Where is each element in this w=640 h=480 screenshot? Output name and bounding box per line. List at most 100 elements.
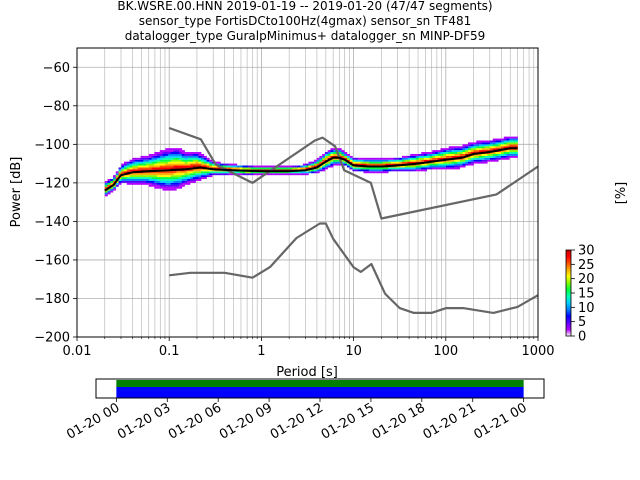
- density-cell: [190, 179, 194, 181]
- colorbar-ramp: [565, 249, 572, 337]
- density-cell: [512, 142, 516, 145]
- density-cell: [192, 173, 196, 176]
- density-cell: [151, 171, 155, 174]
- density-cell: [173, 159, 177, 162]
- density-cell: [333, 148, 337, 151]
- density-cell: [418, 167, 422, 170]
- density-cell: [327, 165, 331, 168]
- density-cell: [217, 167, 221, 170]
- density-cell: [173, 157, 177, 160]
- density-cell: [247, 173, 251, 176]
- density-cell: [399, 167, 403, 170]
- density-cell: [126, 167, 130, 170]
- density-cell: [357, 161, 361, 164]
- density-cell: [426, 165, 430, 168]
- density-cell: [283, 173, 287, 176]
- density-cell: [454, 146, 458, 149]
- density-cell: [495, 157, 499, 160]
- density-cell: [135, 175, 139, 178]
- density-cell: [154, 163, 158, 166]
- density-cell: [423, 167, 428, 170]
- density-cell: [346, 159, 350, 162]
- density-cell: [443, 163, 447, 166]
- density-cell: [203, 175, 207, 178]
- density-cell: [214, 167, 218, 170]
- density-cell: [479, 157, 483, 160]
- density-cell: [338, 153, 342, 156]
- density-cell: [159, 175, 163, 178]
- density-cell: [206, 169, 210, 172]
- density-cell: [319, 165, 323, 168]
- density-cell: [388, 157, 392, 160]
- density-cell: [379, 163, 384, 166]
- density-cell: [264, 167, 268, 170]
- density-cell: [473, 161, 477, 164]
- density-cell: [506, 155, 510, 158]
- density-cell: [198, 159, 202, 162]
- density-cell: [159, 163, 163, 166]
- density-cell: [470, 152, 474, 154]
- density-cell: [407, 155, 411, 158]
- density-cell: [198, 169, 202, 172]
- density-cell: [501, 146, 505, 149]
- density-cell: [206, 163, 210, 166]
- density-cell: [137, 175, 141, 178]
- density-cell: [426, 155, 430, 158]
- density-cell: [501, 152, 505, 154]
- density-cell: [107, 182, 111, 185]
- density-cell: [487, 140, 491, 143]
- density-cell: [410, 159, 414, 162]
- density-cell: [470, 155, 474, 158]
- density-cell: [388, 169, 392, 172]
- density-cell: [390, 167, 395, 170]
- density-cell: [407, 159, 411, 162]
- density-cell: [173, 167, 177, 170]
- density-cell: [228, 173, 232, 176]
- density-cell: [179, 153, 183, 156]
- density-cell: [503, 146, 507, 149]
- density-cell: [410, 153, 414, 156]
- density-cell: [104, 192, 108, 195]
- density-cell: [143, 155, 147, 158]
- density-cell: [324, 152, 328, 154]
- density-cell: [195, 163, 199, 166]
- density-cell: [445, 165, 450, 168]
- density-cell: [514, 150, 518, 153]
- colorbar-tick-label: 5: [578, 315, 586, 330]
- density-cell: [146, 182, 150, 185]
- density-cell: [190, 159, 194, 162]
- density-cell: [181, 155, 185, 158]
- density-cell: [184, 180, 188, 183]
- density-cell: [349, 155, 353, 158]
- density-cell: [445, 161, 450, 164]
- density-cell: [454, 167, 458, 170]
- density-cell: [445, 148, 450, 151]
- density-cell: [495, 152, 499, 154]
- density-cell: [115, 182, 119, 185]
- density-cell: [187, 179, 191, 181]
- density-cell: [132, 173, 136, 176]
- density-cell: [421, 167, 425, 170]
- density-cell: [443, 153, 447, 156]
- density-cell: [371, 167, 375, 170]
- density-cell: [432, 163, 436, 166]
- density-cell: [457, 163, 461, 166]
- density-cell: [184, 175, 188, 178]
- density-cell: [487, 159, 491, 162]
- density-cell: [327, 161, 331, 164]
- density-cell: [140, 173, 144, 176]
- density-cell: [203, 163, 207, 166]
- density-cell: [104, 180, 108, 183]
- density-cell: [421, 157, 425, 160]
- density-cell: [506, 150, 510, 153]
- density-cell: [401, 157, 406, 160]
- density-cell: [121, 165, 125, 168]
- density-cell: [462, 157, 466, 160]
- density-cell: [137, 159, 141, 162]
- density-cell: [490, 144, 494, 147]
- density-cell: [448, 165, 452, 168]
- density-cell: [173, 171, 177, 174]
- density-cell: [184, 182, 188, 185]
- density-cell: [443, 157, 447, 160]
- density-cell: [399, 165, 403, 168]
